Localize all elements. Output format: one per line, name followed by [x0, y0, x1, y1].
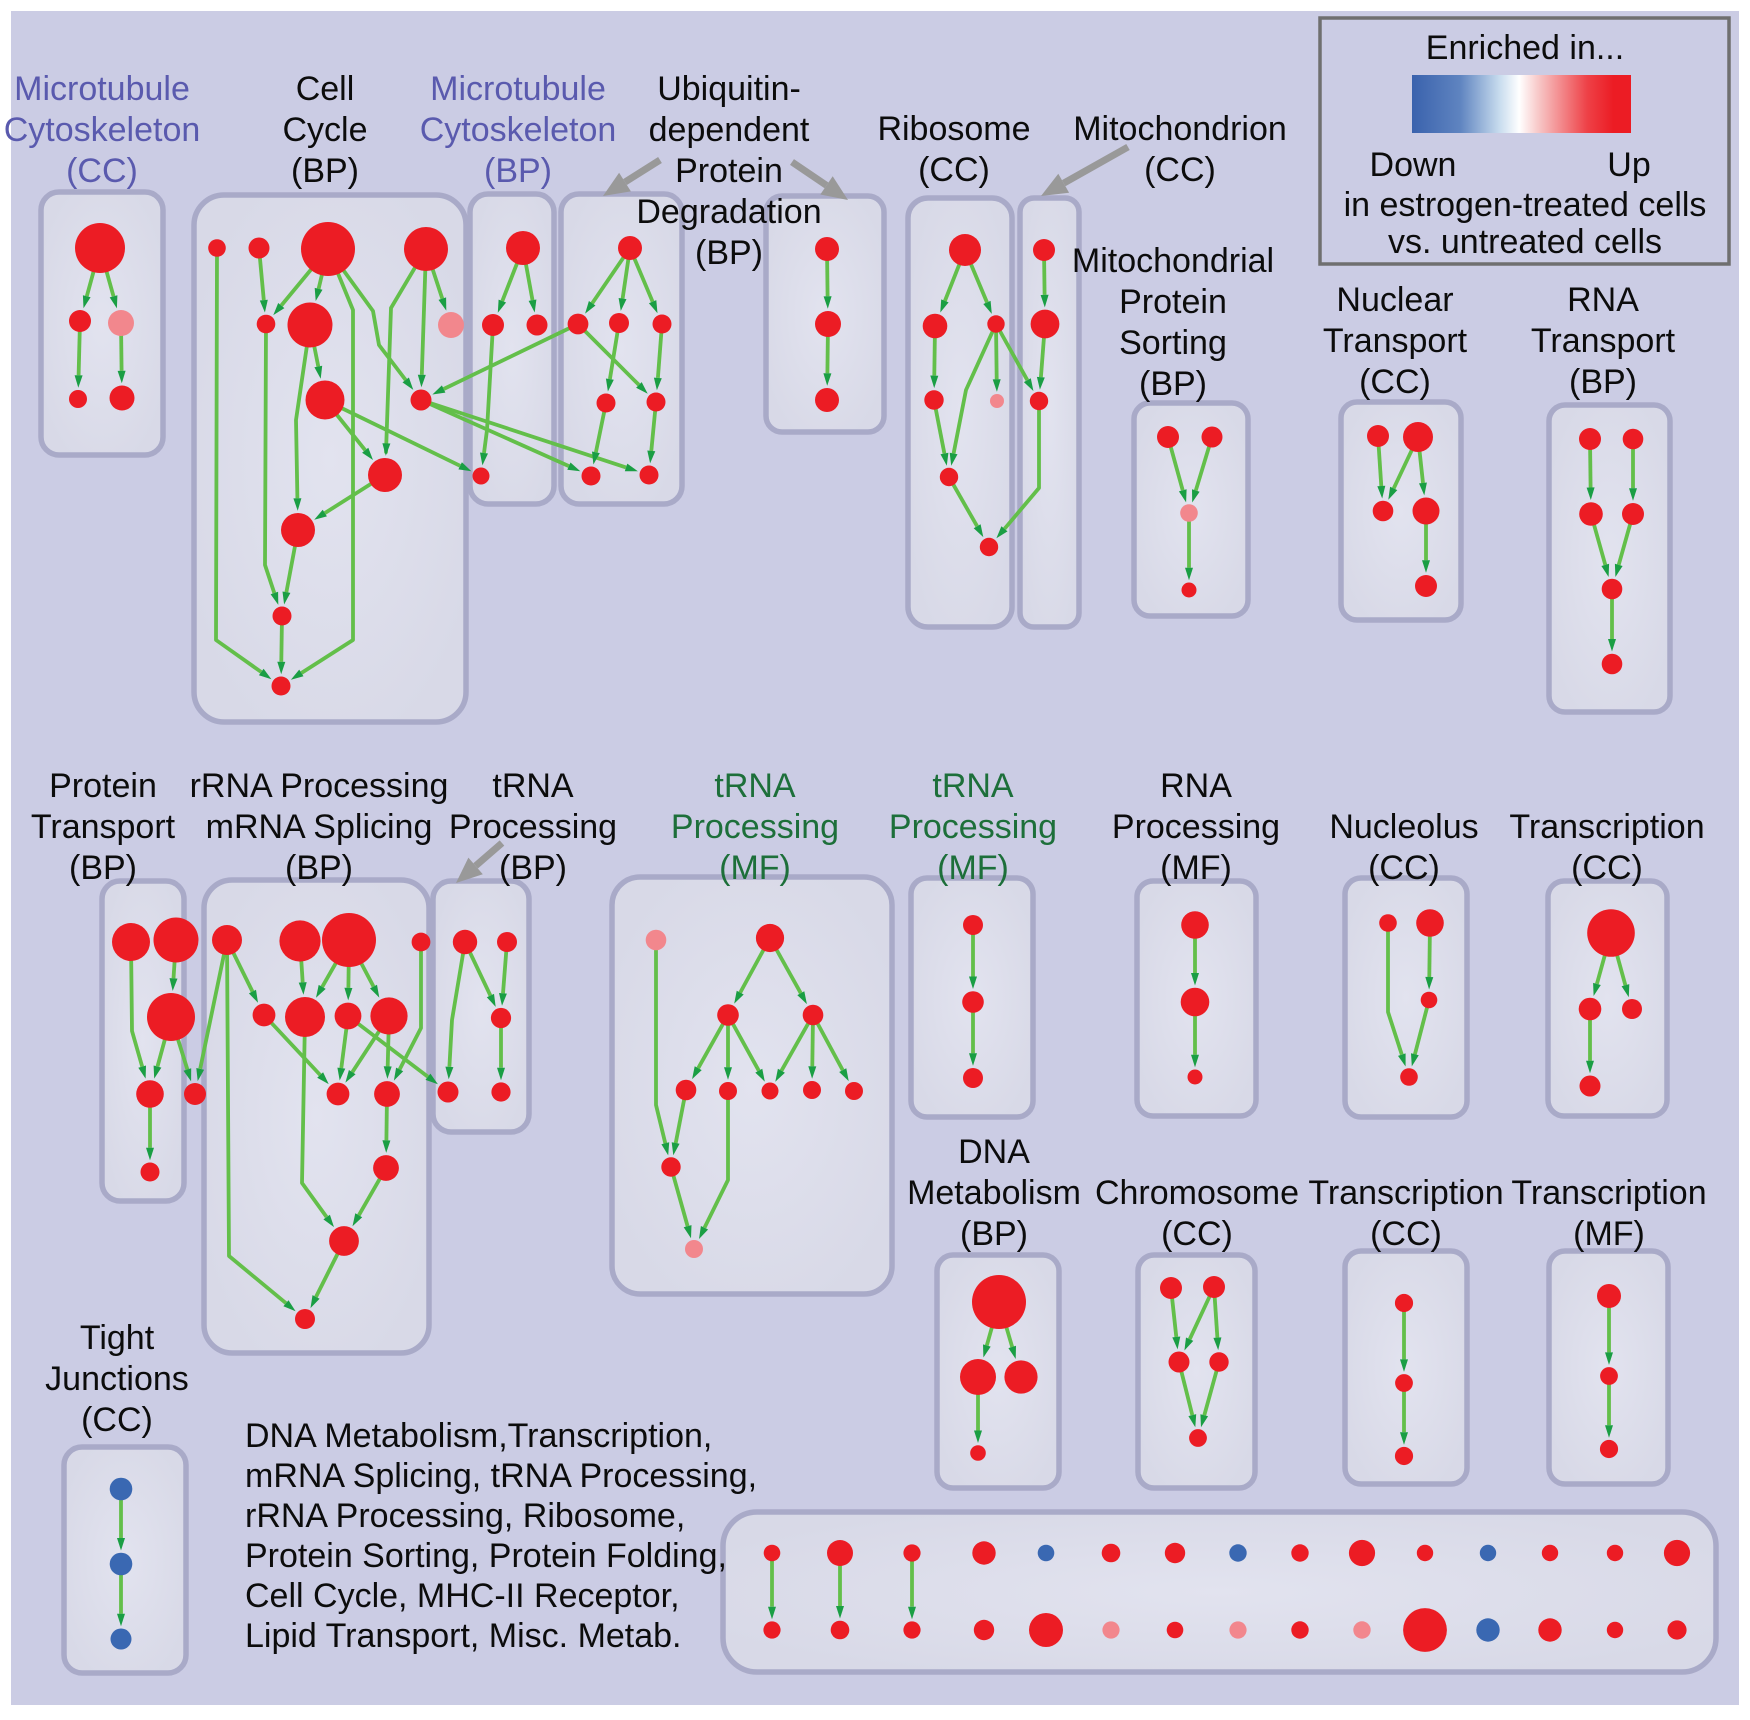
svg-text:(MF): (MF): [937, 849, 1009, 887]
svg-text:tRNA: tRNA: [714, 767, 796, 805]
svg-text:Lipid Transport, Misc. Metab.: Lipid Transport, Misc. Metab.: [245, 1617, 682, 1655]
svg-text:Cycle: Cycle: [282, 111, 367, 149]
svg-text:(BP): (BP): [1569, 363, 1637, 401]
svg-text:(CC): (CC): [1144, 151, 1216, 189]
svg-text:Enriched in...: Enriched in...: [1426, 29, 1624, 67]
svg-text:Transport: Transport: [31, 808, 176, 846]
svg-text:Chromosome: Chromosome: [1095, 1174, 1299, 1212]
svg-text:(BP): (BP): [291, 152, 359, 190]
svg-text:(CC): (CC): [66, 152, 138, 190]
svg-text:dependent: dependent: [649, 111, 810, 149]
svg-text:Transport: Transport: [1531, 322, 1676, 360]
svg-text:(CC): (CC): [1370, 1215, 1442, 1253]
svg-text:(CC): (CC): [918, 151, 990, 189]
svg-text:rRNA Processing, Ribosome,: rRNA Processing, Ribosome,: [245, 1497, 685, 1535]
svg-text:Down: Down: [1370, 146, 1457, 184]
svg-text:Cell: Cell: [296, 70, 355, 108]
svg-text:Metabolism: Metabolism: [907, 1174, 1081, 1212]
svg-text:Protein Sorting, Protein Foldi: Protein Sorting, Protein Folding,: [245, 1537, 727, 1575]
svg-text:(BP): (BP): [69, 849, 137, 887]
svg-text:Mitochondrion: Mitochondrion: [1073, 110, 1287, 148]
svg-text:Protein: Protein: [49, 767, 157, 805]
svg-text:(CC): (CC): [1571, 849, 1643, 887]
svg-text:(BP): (BP): [484, 152, 552, 190]
svg-text:(CC): (CC): [1161, 1215, 1233, 1253]
svg-text:Up: Up: [1607, 146, 1650, 184]
svg-text:DNA: DNA: [958, 1133, 1030, 1171]
svg-text:rRNA Processing: rRNA Processing: [190, 767, 449, 805]
svg-text:Mitochondrial: Mitochondrial: [1072, 242, 1274, 280]
svg-text:Ubiquitin-: Ubiquitin-: [657, 70, 801, 108]
svg-text:Processing: Processing: [889, 808, 1057, 846]
svg-text:Microtubule: Microtubule: [14, 70, 190, 108]
svg-text:(BP): (BP): [285, 849, 353, 887]
svg-text:(CC): (CC): [81, 1401, 153, 1439]
svg-text:in estrogen-treated cells: in estrogen-treated cells: [1344, 186, 1707, 224]
svg-text:(BP): (BP): [499, 849, 567, 887]
svg-text:Protein: Protein: [675, 152, 783, 190]
svg-text:Cell Cycle, MHC-II Receptor,: Cell Cycle, MHC-II Receptor,: [245, 1577, 680, 1615]
svg-text:Cytoskeleton: Cytoskeleton: [420, 111, 617, 149]
svg-text:Tight: Tight: [80, 1319, 155, 1357]
svg-text:RNA: RNA: [1567, 281, 1639, 319]
svg-text:RNA: RNA: [1160, 767, 1232, 805]
svg-text:Transcription: Transcription: [1308, 1174, 1503, 1212]
svg-text:Microtubule: Microtubule: [430, 70, 606, 108]
svg-text:mRNA Splicing: mRNA Splicing: [206, 808, 433, 846]
svg-text:(CC): (CC): [1368, 849, 1440, 887]
svg-text:(MF): (MF): [1160, 849, 1232, 887]
svg-text:tRNA: tRNA: [932, 767, 1014, 805]
svg-text:Protein: Protein: [1119, 283, 1227, 321]
svg-text:Transport: Transport: [1323, 322, 1468, 360]
svg-text:Sorting: Sorting: [1119, 324, 1227, 362]
svg-text:DNA Metabolism,Transcription,: DNA Metabolism,Transcription,: [245, 1417, 712, 1455]
svg-text:Nucleolus: Nucleolus: [1329, 808, 1478, 846]
svg-text:vs. untreated cells: vs. untreated cells: [1388, 223, 1662, 261]
svg-text:Transcription: Transcription: [1509, 808, 1704, 846]
svg-text:(MF): (MF): [1573, 1215, 1645, 1253]
svg-text:tRNA: tRNA: [492, 767, 574, 805]
svg-text:Processing: Processing: [449, 808, 617, 846]
svg-text:Cytoskeleton: Cytoskeleton: [4, 111, 201, 149]
svg-text:Processing: Processing: [1112, 808, 1280, 846]
svg-text:Transcription: Transcription: [1511, 1174, 1706, 1212]
svg-text:Ribosome: Ribosome: [877, 110, 1030, 148]
svg-text:(BP): (BP): [960, 1215, 1028, 1253]
svg-text:(MF): (MF): [719, 849, 791, 887]
svg-text:(CC): (CC): [1359, 363, 1431, 401]
svg-text:Nuclear: Nuclear: [1336, 281, 1453, 319]
svg-text:Degradation: Degradation: [636, 193, 821, 231]
svg-text:Junctions: Junctions: [45, 1360, 189, 1398]
svg-text:(BP): (BP): [1139, 365, 1207, 403]
svg-text:mRNA Splicing, tRNA Processing: mRNA Splicing, tRNA Processing,: [245, 1457, 757, 1495]
svg-text:Processing: Processing: [671, 808, 839, 846]
svg-text:(BP): (BP): [695, 234, 763, 272]
